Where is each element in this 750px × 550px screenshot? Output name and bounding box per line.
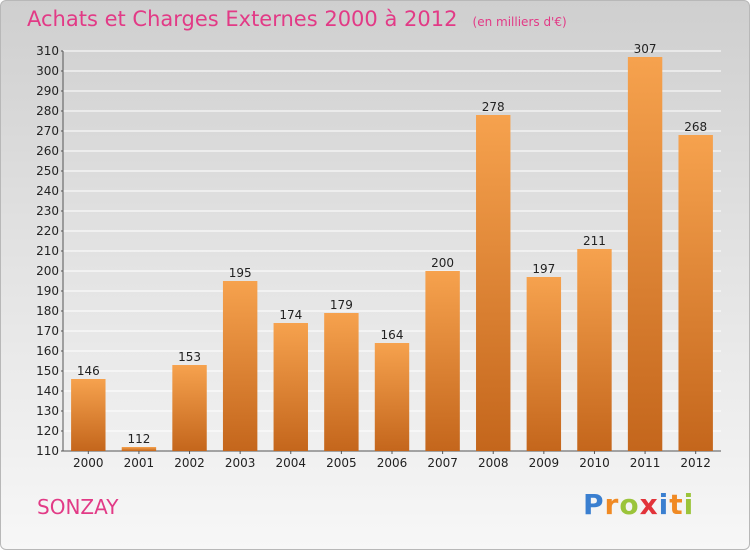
y-tick-label: 110 — [36, 444, 59, 458]
x-tick-label: 2007 — [427, 456, 458, 470]
logo-letter: x — [639, 488, 659, 521]
y-tick-label: 230 — [36, 204, 59, 218]
bar — [71, 379, 106, 451]
logo-letter: t — [669, 488, 684, 521]
y-tick-label: 200 — [36, 264, 59, 278]
bar-value-label: 307 — [634, 42, 657, 56]
bar — [222, 281, 258, 451]
y-tick-label: 180 — [36, 304, 59, 318]
y-tick-label: 130 — [36, 404, 59, 418]
x-tick-label: 2010 — [579, 456, 610, 470]
bar-value-label: 200 — [431, 256, 454, 270]
y-tick-label: 300 — [36, 64, 59, 78]
bar — [172, 365, 207, 451]
proxiti-logo: Proxiti — [583, 488, 694, 521]
y-tick-label: 170 — [36, 324, 59, 338]
logo-letter: r — [604, 488, 620, 521]
bar — [374, 343, 410, 451]
y-tick-label: 160 — [36, 344, 59, 358]
bar — [577, 249, 612, 451]
bar-value-label: 197 — [532, 262, 555, 276]
y-tick-label: 120 — [36, 424, 59, 438]
commune-name: SONZAY — [37, 495, 119, 519]
bar — [526, 277, 562, 451]
bar-value-label: 112 — [127, 432, 150, 446]
y-tick-label: 250 — [36, 164, 59, 178]
logo-letter: i — [658, 488, 670, 521]
bar-value-label: 211 — [583, 234, 606, 248]
bar — [425, 271, 460, 451]
x-tick-label: 2009 — [529, 456, 560, 470]
logo-letter: P — [583, 488, 605, 521]
y-tick-label: 270 — [36, 124, 59, 138]
x-tick-label: 2004 — [275, 456, 306, 470]
bars — [71, 57, 713, 451]
x-tick-label: 2000 — [73, 456, 104, 470]
x-tick-label: 2005 — [326, 456, 357, 470]
x-tick-label: 2011 — [630, 456, 661, 470]
y-tick-label: 290 — [36, 84, 59, 98]
bar — [678, 135, 713, 451]
chart-unit: (en milliers d'€) — [472, 15, 567, 29]
bar-value-label: 195 — [229, 266, 252, 280]
x-tick-label: 2003 — [225, 456, 256, 470]
bar-value-label: 146 — [77, 364, 100, 378]
y-tick-label: 310 — [36, 44, 59, 58]
x-tick-label: 2002 — [174, 456, 205, 470]
chart-title-row: Achats et Charges Externes 2000 à 2012 (… — [27, 7, 567, 31]
logo-letter: o — [619, 488, 640, 521]
y-tick-label: 140 — [36, 384, 59, 398]
bar-value-label: 268 — [684, 120, 707, 134]
y-tick-label: 260 — [36, 144, 59, 158]
x-tick-label: 2008 — [478, 456, 509, 470]
logo-letter: i — [683, 488, 695, 521]
y-tick-label: 210 — [36, 244, 59, 258]
x-tick-label: 2001 — [124, 456, 155, 470]
bar — [627, 57, 663, 451]
y-tick-label: 240 — [36, 184, 59, 198]
bar — [324, 313, 359, 451]
y-tick-label: 150 — [36, 364, 59, 378]
bar-value-label: 153 — [178, 350, 201, 364]
bar-value-label: 278 — [482, 100, 505, 114]
data-labels: 146 112 153 195 174 179 164 200 278 197 211 307 268 — [77, 42, 707, 446]
bar — [121, 447, 157, 451]
bar-value-label: 179 — [330, 298, 353, 312]
x-tick-label: 2012 — [680, 456, 711, 470]
bar-value-label: 174 — [279, 308, 302, 322]
y-tick-label: 190 — [36, 284, 59, 298]
chart-title: Achats et Charges Externes 2000 à 2012 — [27, 7, 458, 31]
y-tick-label: 220 — [36, 224, 59, 238]
y-tick-label: 280 — [36, 104, 59, 118]
bar — [476, 115, 511, 451]
x-tick-label: 2006 — [377, 456, 408, 470]
bar — [273, 323, 308, 451]
bar-value-label: 164 — [381, 328, 404, 342]
